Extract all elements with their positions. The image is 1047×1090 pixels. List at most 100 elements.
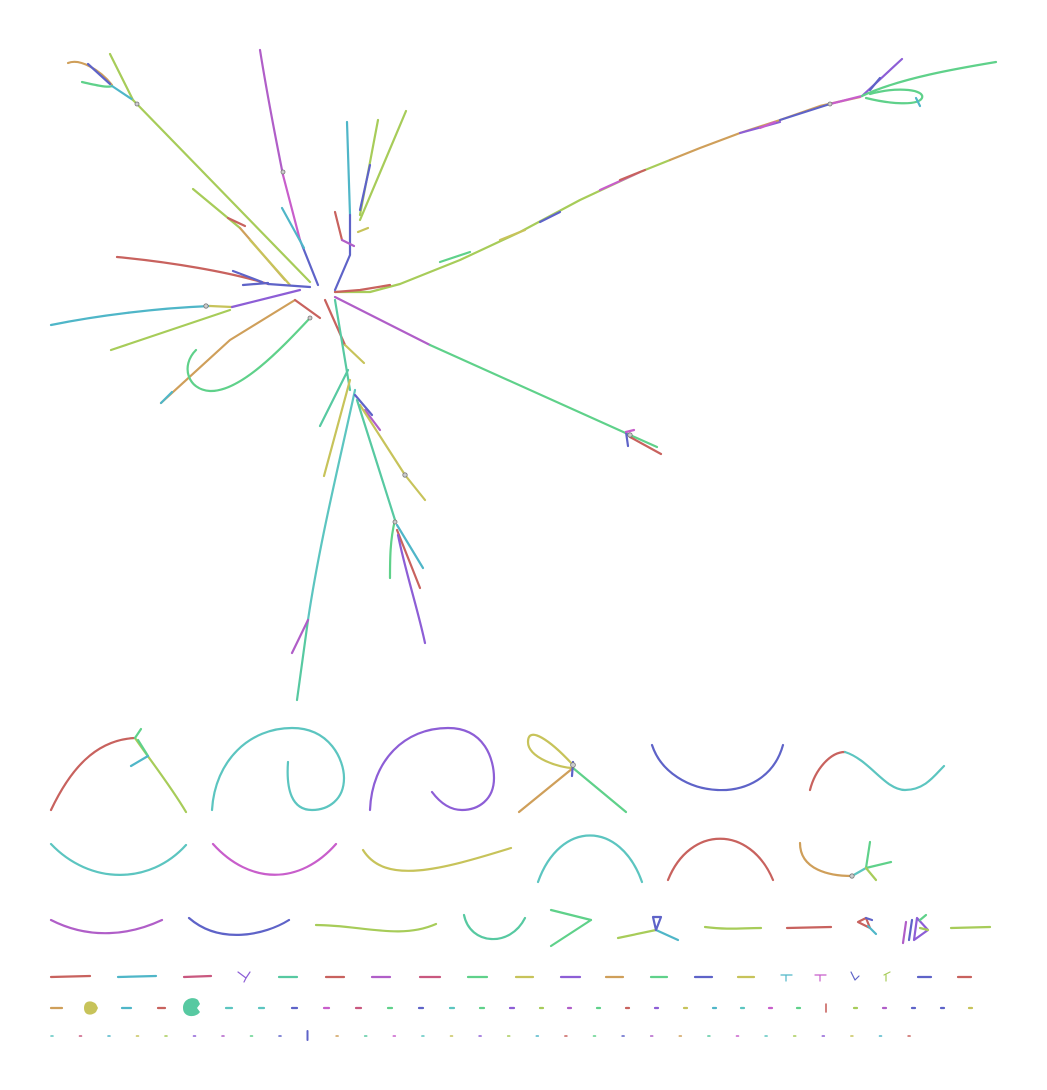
edge[interactable] — [654, 928, 680, 942]
component[interactable] — [368, 726, 496, 812]
node[interactable] — [392, 519, 398, 525]
edge[interactable] — [355, 398, 397, 522]
edge[interactable] — [110, 84, 135, 102]
component-edge[interactable] — [536, 834, 644, 884]
edge[interactable] — [628, 435, 663, 456]
edge[interactable] — [133, 727, 143, 740]
edge[interactable] — [526, 733, 575, 770]
edge[interactable] — [231, 269, 264, 284]
component-edge[interactable] — [211, 842, 338, 876]
edge[interactable] — [901, 920, 908, 945]
edge[interactable] — [136, 738, 150, 758]
component-edge[interactable] — [462, 913, 527, 941]
node[interactable] — [849, 873, 855, 879]
edge[interactable] — [828, 94, 864, 106]
edge[interactable] — [428, 343, 632, 437]
edge[interactable] — [624, 430, 630, 448]
edge[interactable] — [650, 743, 785, 792]
fragment[interactable] — [883, 971, 891, 982]
fragment[interactable] — [780, 974, 793, 982]
component[interactable] — [808, 750, 946, 792]
edge[interactable] — [345, 120, 352, 217]
node[interactable] — [134, 101, 140, 107]
edge[interactable] — [864, 840, 872, 870]
component-row-3[interactable] — [49, 908, 992, 948]
component[interactable] — [650, 743, 785, 792]
component[interactable] — [210, 726, 346, 812]
main-component[interactable] — [49, 48, 998, 702]
edge[interactable] — [363, 408, 382, 432]
edge[interactable] — [281, 173, 302, 242]
edge[interactable] — [438, 250, 472, 264]
edge[interactable] — [353, 393, 374, 417]
edge[interactable] — [843, 750, 946, 792]
component-row-1[interactable] — [49, 726, 946, 814]
edge[interactable] — [356, 226, 370, 234]
edge[interactable] — [210, 726, 346, 812]
component-edge[interactable] — [361, 846, 513, 872]
node-cluster[interactable] — [183, 998, 200, 1017]
edge[interactable] — [616, 928, 658, 940]
edge[interactable] — [395, 523, 425, 570]
edge[interactable] — [230, 288, 302, 309]
node[interactable] — [570, 762, 576, 768]
edge[interactable] — [358, 403, 427, 502]
component-row-6[interactable] — [50, 1030, 911, 1041]
component-row-5[interactable] — [49, 998, 974, 1017]
component-edge[interactable] — [666, 837, 775, 882]
component-edge[interactable] — [703, 925, 763, 930]
edge[interactable] — [860, 60, 998, 98]
node[interactable] — [627, 432, 633, 438]
edge[interactable] — [293, 298, 322, 320]
component-row-4[interactable] — [49, 971, 973, 983]
component-edge[interactable] — [49, 918, 164, 935]
edge[interactable] — [368, 726, 496, 812]
edge[interactable] — [864, 916, 874, 922]
component[interactable] — [517, 733, 628, 814]
edge[interactable] — [758, 120, 777, 130]
edge[interactable] — [340, 238, 356, 248]
edge[interactable] — [358, 163, 372, 212]
node[interactable] — [280, 169, 286, 175]
fragment[interactable] — [237, 971, 251, 983]
edge[interactable] — [907, 918, 914, 942]
edge[interactable] — [624, 428, 636, 434]
edge[interactable] — [864, 866, 878, 882]
component[interactable] — [49, 727, 188, 814]
edge[interactable] — [306, 388, 357, 622]
edge[interactable] — [186, 316, 312, 393]
edge[interactable] — [549, 908, 593, 922]
fragment[interactable] — [850, 971, 860, 981]
edge[interactable] — [808, 750, 847, 792]
edge[interactable] — [241, 281, 270, 287]
edge[interactable] — [918, 926, 930, 932]
component[interactable] — [856, 916, 878, 936]
edge[interactable] — [343, 343, 366, 365]
edge[interactable] — [333, 298, 352, 392]
edge[interactable] — [129, 754, 150, 768]
edge[interactable] — [778, 102, 832, 122]
edge[interactable] — [318, 368, 350, 428]
edge[interactable] — [628, 433, 659, 449]
node[interactable] — [203, 303, 209, 309]
fragment[interactable] — [49, 974, 92, 979]
edge[interactable] — [860, 57, 904, 98]
edge[interactable] — [49, 304, 212, 327]
edge[interactable] — [358, 109, 408, 222]
component-edge[interactable] — [785, 925, 833, 930]
component-edge[interactable] — [949, 925, 992, 930]
edge[interactable] — [798, 841, 854, 878]
edge[interactable] — [159, 298, 297, 405]
edge[interactable] — [333, 213, 352, 292]
edge[interactable] — [395, 528, 422, 590]
edge[interactable] — [322, 378, 352, 478]
component[interactable] — [549, 908, 593, 948]
edge[interactable] — [918, 913, 928, 922]
edge[interactable] — [866, 924, 878, 936]
edge[interactable] — [912, 916, 930, 942]
edge[interactable] — [109, 308, 232, 352]
edge[interactable] — [549, 918, 593, 948]
edge[interactable] — [290, 618, 310, 655]
edge[interactable] — [80, 80, 114, 88]
